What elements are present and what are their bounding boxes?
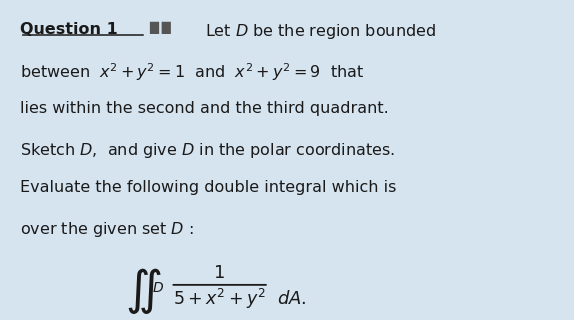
Text: Evaluate the following double integral which is: Evaluate the following double integral w… <box>20 180 396 195</box>
Text: Let $D$ be the region bounded: Let $D$ be the region bounded <box>204 22 436 41</box>
Text: $dA.$: $dA.$ <box>277 290 307 308</box>
Text: █ █: █ █ <box>149 21 170 34</box>
Text: between  $x^2 + y^2 = 1$  and  $x^2 + y^2 = 9$  that: between $x^2 + y^2 = 1$ and $x^2 + y^2 =… <box>20 61 364 83</box>
Text: $\iint$: $\iint$ <box>125 266 161 316</box>
Text: Question 1: Question 1 <box>20 22 118 37</box>
Text: Sketch $D$,  and give $D$ in the polar coordinates.: Sketch $D$, and give $D$ in the polar co… <box>20 141 395 160</box>
Text: $5 + x^2 + y^2$: $5 + x^2 + y^2$ <box>173 287 266 311</box>
Text: $D$: $D$ <box>152 281 164 295</box>
Text: $1$: $1$ <box>214 264 225 282</box>
Text: lies within the second and the third quadrant.: lies within the second and the third qua… <box>20 101 389 116</box>
Text: over the given set $D$ :: over the given set $D$ : <box>20 220 193 239</box>
